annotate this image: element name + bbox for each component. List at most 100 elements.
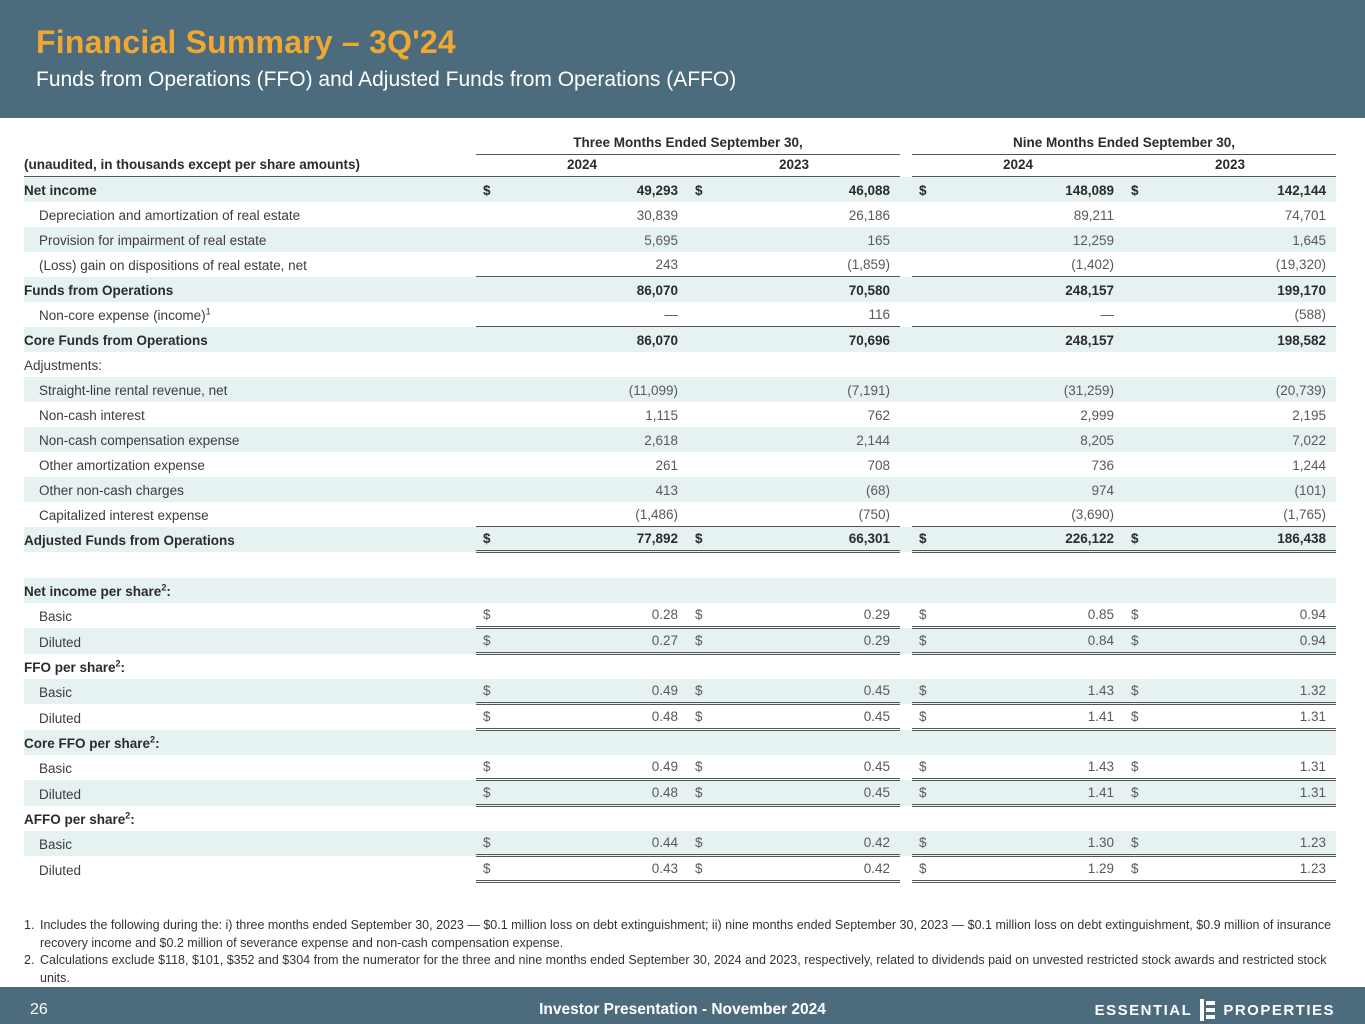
value-cell (476, 352, 688, 377)
value-cell: 2,144 (856, 432, 891, 448)
table-row: Other non-cash charges 413 (68) 974 (101) (24, 476, 1337, 502)
value-cell (912, 654, 1124, 679)
footnote-text: Includes the following during the: i) th… (40, 918, 1332, 950)
value-cell: $1.43 (912, 678, 1125, 705)
table-row: Diluted $0.48 $0.45 $1.41 $1.31 (24, 703, 1337, 731)
spacer-col (900, 327, 912, 352)
value-cell: $1.31 (1124, 779, 1337, 807)
row-label: Non-cash compensation expense (39, 432, 240, 448)
row-label: Funds from Operations (24, 282, 174, 298)
spacer-col (900, 377, 912, 402)
spacer-col (900, 755, 912, 780)
row-label: Non-cash interest (39, 407, 145, 423)
value-cell: $0.42 (688, 855, 901, 883)
row-label: Non-core expense (income)1 (39, 306, 211, 323)
essential-properties-logo: ESSENTIAL PROPERTIES (1095, 999, 1335, 1021)
value-cell: — (476, 301, 688, 327)
value-cell: (1,402) (912, 251, 1125, 277)
row-label: Core Funds from Operations (24, 332, 208, 348)
spacer-col (900, 132, 912, 155)
row-label: Net income per share2: (24, 582, 171, 599)
table-row: Net income $49,293 $46,088 $148,089 $142,144 (24, 176, 1337, 202)
value-cell: 1,645 (1292, 232, 1327, 248)
value-cell (476, 806, 688, 831)
value-cell: $148,089 (919, 182, 1115, 198)
header-band: Financial Summary – 3Q'24 Funds from Ope… (0, 0, 1365, 118)
table-row: Straight-line rental revenue, net (11,099… (24, 376, 1337, 402)
column-group-header-row: Three Months Ended September 30, Nine Mo… (24, 132, 1337, 155)
value-cell: (7,191) (847, 382, 891, 398)
value-cell: $0.49 (476, 678, 688, 705)
value-cell: 5,695 (644, 232, 678, 248)
row-label: Other non-cash charges (39, 482, 184, 498)
value-cell: 199,170 (1277, 282, 1327, 298)
value-cell: $1.23 (1124, 830, 1337, 857)
spacer-col (900, 452, 912, 477)
value-cell: 2,999 (1080, 407, 1115, 423)
value-cell: 1,244 (1292, 457, 1327, 473)
value-cell: $186,438 (1124, 526, 1337, 553)
value-cell (1124, 654, 1336, 679)
table-row: Basic $0.44 $0.42 $1.30 $1.23 (24, 830, 1337, 857)
value-cell: (1,765) (1124, 501, 1337, 527)
row-label: Diluted (39, 862, 82, 878)
value-cell: (11,099) (628, 382, 678, 398)
value-cell (912, 806, 1124, 831)
value-cell: $1.30 (912, 830, 1125, 857)
value-cell: $49,293 (483, 182, 678, 198)
value-cell (1124, 806, 1336, 831)
value-cell: (1,486) (476, 501, 688, 527)
value-cell: 86,070 (636, 282, 678, 298)
value-cell: $46,088 (695, 182, 891, 198)
value-cell: $1.29 (912, 855, 1125, 883)
table-row: Basic $0.49 $0.45 $1.43 $1.31 (24, 754, 1337, 781)
value-cell: 248,157 (1065, 332, 1115, 348)
row-label: Basic (39, 836, 73, 852)
value-cell (1124, 352, 1336, 377)
col-group-header-nine-months: Nine Months Ended September 30, (912, 132, 1337, 155)
footnote-number: 1. (24, 918, 35, 932)
value-cell (688, 806, 900, 831)
value-cell: 762 (867, 407, 891, 423)
value-cell: $0.94 (1124, 627, 1337, 655)
value-cell: 165 (867, 232, 891, 248)
spacer-col (900, 502, 912, 527)
value-cell (688, 578, 900, 603)
row-label: Basic (39, 608, 73, 624)
value-cell: $0.85 (912, 602, 1125, 629)
table-row: Non-core expense (income)1—116— (588) (24, 301, 1337, 327)
essential-properties-logo-icon (1200, 999, 1216, 1021)
value-cell: $0.29 (688, 627, 901, 655)
spacer-col (900, 628, 912, 654)
value-cell (912, 730, 1124, 755)
value-cell: $0.49 (476, 754, 688, 781)
spacer-col (900, 277, 912, 302)
table-row: Adjusted Funds from Operations $77,892 $66… (24, 526, 1337, 553)
page-title: Financial Summary – 3Q'24 (36, 24, 456, 60)
spacer-col (900, 603, 912, 628)
value-cell (688, 654, 900, 679)
year-header: 2024 (476, 154, 688, 177)
row-label: (Loss) gain on dispositions of real esta… (39, 257, 307, 273)
value-cell: $226,122 (912, 526, 1125, 553)
value-cell (688, 352, 900, 377)
table-row: Capitalized interest expense (1,486) (750)… (24, 501, 1337, 527)
spacer-col (900, 177, 912, 202)
year-header: 2024 (912, 154, 1125, 177)
financial-table-body: Net income $49,293 $46,088 $148,089 $142,144… (24, 176, 1337, 883)
value-cell: 70,580 (848, 282, 891, 298)
spacer-col (900, 730, 912, 755)
value-cell (476, 578, 688, 603)
value-cell: $0.42 (688, 830, 901, 857)
value-cell: $0.29 (688, 602, 901, 629)
spacer-col (900, 477, 912, 502)
table-row: Funds from Operations 86,070 70,580 248,157… (24, 276, 1337, 302)
value-cell: 12,259 (1072, 232, 1115, 248)
value-cell: $66,301 (688, 526, 901, 553)
table-row: Diluted $0.27 $0.29 $0.84 $0.94 (24, 627, 1337, 655)
value-cell (688, 730, 900, 755)
logo-text-properties: PROPERTIES (1223, 1001, 1335, 1019)
value-cell: (3,690) (912, 501, 1125, 527)
value-cell: (750) (688, 501, 901, 527)
spacer-col (900, 252, 912, 277)
